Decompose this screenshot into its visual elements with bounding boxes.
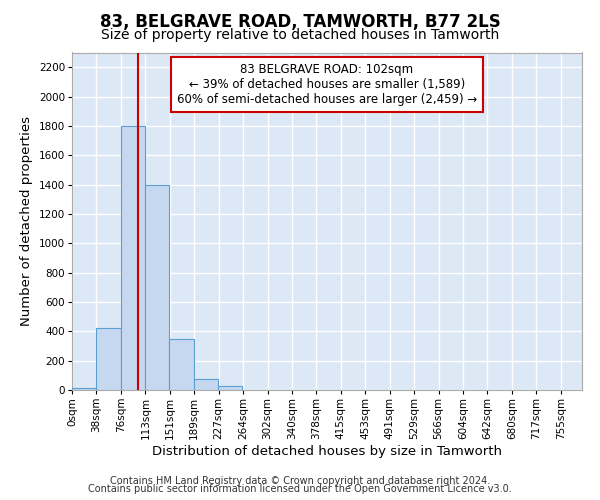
Bar (97, 328, 121, 390)
Bar (218, 386, 242, 390)
Text: Contains public sector information licensed under the Open Government Licence v3: Contains public sector information licen… (88, 484, 512, 494)
Y-axis label: Number of detached properties: Number of detached properties (20, 116, 33, 326)
X-axis label: Distribution of detached houses by size in Tamworth: Distribution of detached houses by size … (152, 444, 502, 458)
Bar (121, 126, 145, 390)
Text: 83 BELGRAVE ROAD: 102sqm
← 39% of detached houses are smaller (1,589)
60% of sem: 83 BELGRAVE ROAD: 102sqm ← 39% of detach… (177, 62, 477, 106)
Text: 83, BELGRAVE ROAD, TAMWORTH, B77 2LS: 83, BELGRAVE ROAD, TAMWORTH, B77 2LS (100, 12, 500, 30)
Bar (194, 379, 218, 390)
Text: Contains HM Land Registry data © Crown copyright and database right 2024.: Contains HM Land Registry data © Crown c… (110, 476, 490, 486)
Text: Size of property relative to detached houses in Tamworth: Size of property relative to detached ho… (101, 28, 499, 42)
Bar (169, 338, 194, 390)
Bar (145, 184, 169, 390)
Bar (72, 388, 97, 390)
